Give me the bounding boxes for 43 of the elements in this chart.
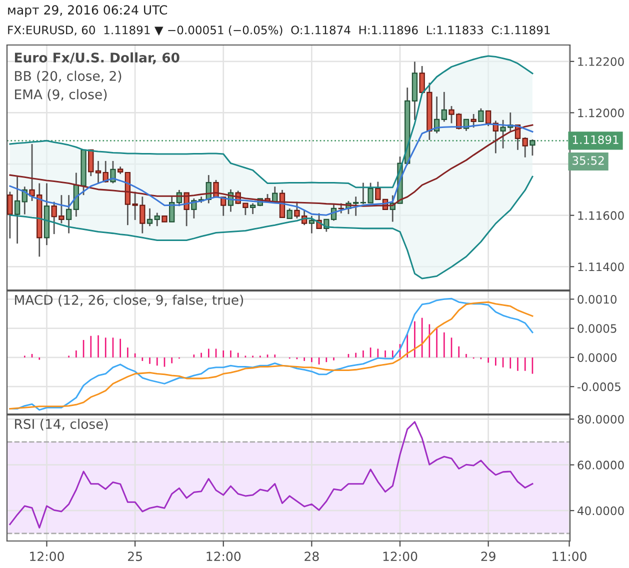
candlestick	[308, 215, 315, 234]
y-tick-label: 0.0000	[578, 353, 617, 362]
x-tick-label: 11:00	[552, 552, 586, 562]
text: 35:52	[572, 156, 604, 165]
candlestick	[470, 113, 476, 128]
candlestick	[478, 108, 484, 122]
candlestick	[250, 202, 256, 215]
candlestick	[530, 138, 536, 156]
chart-title: MACD (12, 26, close, 9, false, true)	[15, 294, 244, 306]
candlestick	[95, 160, 102, 184]
candlestick	[522, 136, 528, 158]
candlestick	[14, 176, 20, 244]
candlestick	[146, 208, 153, 227]
candlestick	[110, 160, 116, 184]
candlestick	[66, 194, 72, 234]
chart-subtitle: FX:EURUSD, 60 1.11891 ▼ −0.00051 (−0.05%) O:1.11874 H:1.11896 L:1.11833 C:1.11891	[8, 25, 550, 36]
y-tick-label: 1.11600	[578, 211, 624, 220]
candlestick	[154, 212, 160, 227]
x-tick-label: 25	[128, 552, 142, 562]
y-tick-label: 1.12200	[578, 57, 624, 66]
candlestick	[441, 91, 447, 122]
x-tick-label: 12:00	[30, 552, 64, 562]
y-tick-label: -0.0005	[578, 382, 620, 392]
candlestick	[286, 208, 292, 220]
x-tick-label: 12:00	[206, 552, 241, 562]
y-tick-label: 60.0000	[578, 460, 624, 470]
ref-line-label: 1.11891	[572, 135, 618, 144]
y-tick-label: 40.0000	[578, 506, 624, 516]
text: март 29, 2016 06:24 UTC	[8, 5, 168, 18]
annotation: EMA (9, close)	[15, 89, 107, 101]
annotation: BB (20, close, 2)	[15, 70, 122, 82]
candlestick	[485, 110, 492, 127]
text: Euro Fx/U.S. Dollar, 60	[14, 52, 180, 64]
y-tick-label: 0.0010	[578, 294, 617, 304]
chart-title: RSI (14, close)	[15, 418, 108, 431]
x-tick-label: 29	[481, 552, 496, 562]
x-tick-label: 28	[304, 552, 319, 562]
candlestick	[169, 196, 175, 222]
x-tick-label: 12:00	[383, 552, 418, 562]
y-tick-label: 1.12000	[578, 108, 624, 118]
y-tick-label: 0.0005	[578, 324, 616, 333]
y-tick-label: 1.11400	[578, 262, 624, 272]
y-tick-label: 80.0000	[578, 414, 624, 424]
